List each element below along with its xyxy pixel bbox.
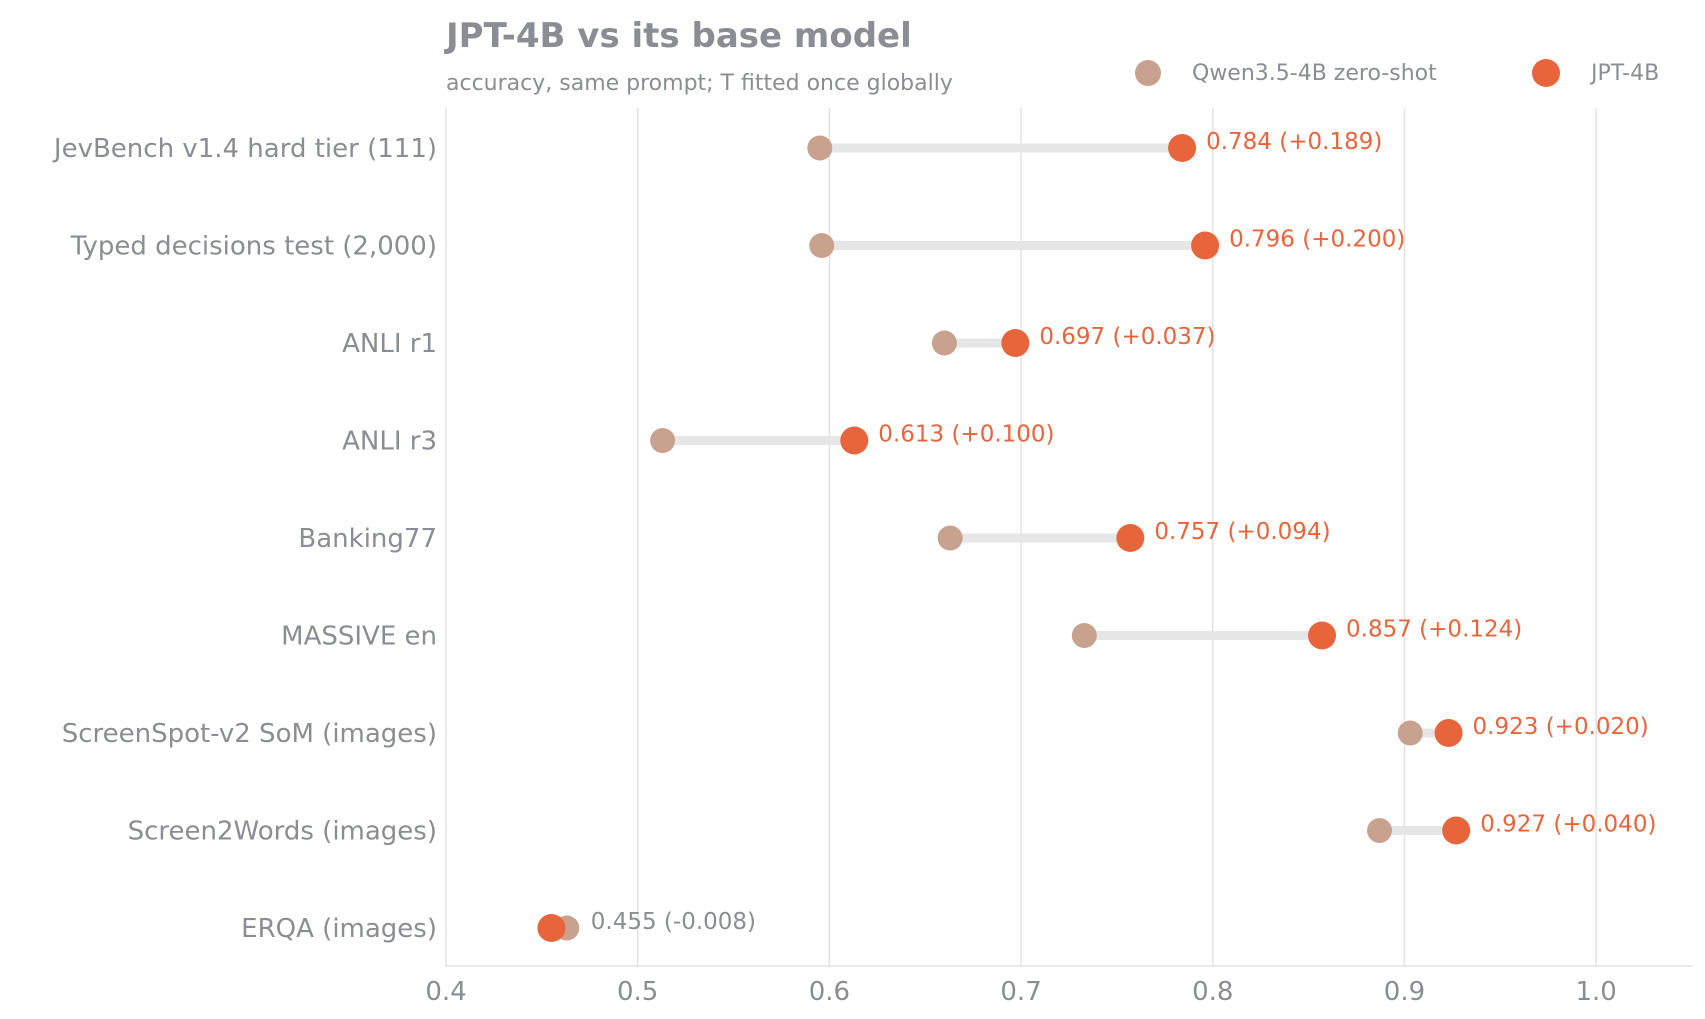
data-points <box>537 134 1471 942</box>
base-model-point <box>1367 818 1393 843</box>
legend-label-jpt: JPT-4B <box>1589 61 1659 86</box>
category-label: MASSIVE en <box>281 622 437 652</box>
x-tick-label: 0.7 <box>1000 977 1041 1007</box>
base-model-point <box>1397 720 1423 746</box>
jpt-point <box>1191 231 1220 260</box>
value-label: 0.927 (+0.040) <box>1480 812 1656 838</box>
value-label: 0.455 (-0.008) <box>591 909 756 935</box>
base-model-point <box>1071 623 1097 648</box>
category-label: Banking77 <box>298 524 437 554</box>
jpt-point <box>1442 816 1471 845</box>
value-label: 0.697 (+0.037) <box>1039 324 1215 350</box>
legend-marker-base <box>1135 60 1161 86</box>
base-model-point <box>931 330 957 356</box>
value-label: 0.757 (+0.094) <box>1154 519 1330 545</box>
labels: 0.4 0.5 0.6 0.7 0.8 0.9 1.0 JevBench v1.4 hard … <box>52 129 1657 1007</box>
x-tick-label: 0.5 <box>617 977 658 1007</box>
jpt-point <box>537 914 566 942</box>
base-model-point <box>809 233 835 258</box>
chart-subtitle: accuracy, same prompt; T fitted once glo… <box>446 71 953 96</box>
legend-marker-jpt <box>1532 59 1560 87</box>
jpt-point <box>1308 621 1337 650</box>
category-label: Screen2Words (images) <box>128 817 437 847</box>
value-label: 0.784 (+0.189) <box>1206 129 1382 155</box>
jpt-point <box>1434 719 1463 747</box>
chart-title: JPT-4B vs its base model <box>444 16 912 56</box>
category-label: JevBench v1.4 hard tier (111) <box>52 134 437 164</box>
value-label: 0.613 (+0.100) <box>878 422 1054 448</box>
base-model-point <box>650 428 676 453</box>
legend: Qwen3.5-4B zero-shot JPT-4B <box>1135 59 1659 87</box>
value-label: 0.796 (+0.200) <box>1229 227 1405 253</box>
x-tick-label: 0.6 <box>809 977 850 1007</box>
x-tick-label: 0.4 <box>425 977 466 1007</box>
jpt-point <box>840 426 869 455</box>
base-model-point <box>937 525 963 551</box>
category-label: Typed decisions test (2,000) <box>70 232 437 262</box>
legend-label-base: Qwen3.5-4B zero-shot <box>1192 61 1437 86</box>
jpt-point <box>1001 329 1030 357</box>
category-label: ERQA (images) <box>241 914 437 944</box>
category-label: ScreenSpot-v2 SoM (images) <box>62 719 437 749</box>
x-tick-label: 0.9 <box>1384 977 1425 1007</box>
category-label: ANLI r3 <box>342 427 437 457</box>
value-label: 0.857 (+0.124) <box>1346 617 1522 643</box>
value-label: 0.923 (+0.020) <box>1473 714 1649 740</box>
category-label: ANLI r1 <box>342 329 437 359</box>
jpt-point <box>1168 134 1197 162</box>
x-tick-label: 0.8 <box>1192 977 1233 1007</box>
base-model-point <box>807 135 833 161</box>
x-tick-label: 1.0 <box>1575 977 1616 1007</box>
jpt-point <box>1116 524 1145 552</box>
